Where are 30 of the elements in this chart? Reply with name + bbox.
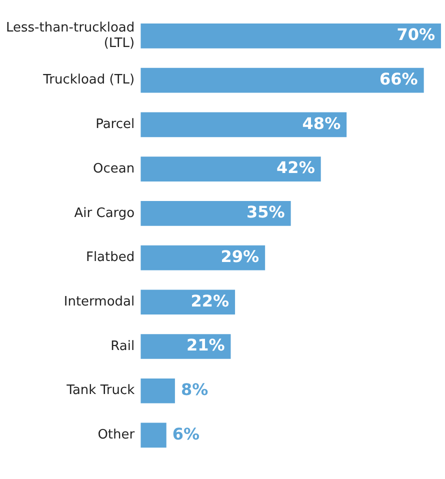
data-label: 6%	[172, 424, 200, 444]
y-tick-label: Other	[98, 428, 136, 443]
bar	[140, 378, 175, 404]
bar	[140, 290, 236, 315]
bar	[140, 201, 291, 226]
data-label: 70%	[396, 25, 435, 44]
data-label: 42%	[276, 158, 315, 178]
bar	[140, 245, 266, 270]
data-label: 35%	[246, 202, 285, 222]
y-tick-label: Rail	[110, 338, 135, 354]
y-tick-label: Flatbed	[86, 250, 135, 266]
data-label: 21%	[186, 336, 225, 355]
data-label: 22%	[190, 291, 230, 310]
bar	[140, 422, 166, 448]
bar	[140, 24, 441, 48]
bar	[140, 334, 231, 359]
y-tick-label: Less-than-truckload (LTL)	[6, 20, 135, 52]
data-label: 66%	[380, 69, 418, 88]
data-label: 48%	[302, 114, 341, 133]
y-tick-label: Tank Truck	[66, 383, 136, 398]
data-label: 8%	[180, 380, 208, 400]
y-tick-label: Truckload (TL)	[42, 72, 135, 88]
bar	[140, 112, 347, 138]
bar	[140, 156, 321, 182]
y-tick-label: Parcel	[96, 117, 135, 132]
data-label: 29%	[220, 246, 260, 266]
y-tick-label: Intermodal	[64, 294, 135, 310]
y-tick-label: Ocean	[93, 161, 135, 176]
bar	[140, 68, 424, 93]
y-tick-label: Air Cargo	[74, 206, 135, 221]
